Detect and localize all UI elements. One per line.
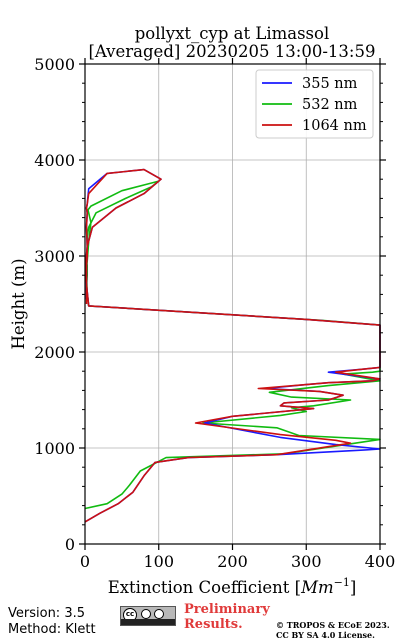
legend: 355 nm 532 nm 1064 nm <box>255 69 374 139</box>
chart-subtitle: [Averaged] 20230205 13:00-13:59 <box>89 42 376 61</box>
y-tick-label: 3000 <box>34 247 75 266</box>
cc-by-sa-logo: cc <box>120 606 176 626</box>
x-tick-label: 0 <box>80 552 90 571</box>
preliminary-results-note: Preliminary Results. <box>184 602 270 632</box>
by-icon <box>141 609 151 619</box>
y-tick-label: 4000 <box>34 151 75 170</box>
x-axis-label-main: Extinction Coefficient [ <box>108 578 301 597</box>
x-axis-label: Extinction Coefficient [Mm−1] <box>108 576 357 597</box>
legend-label: 1064 nm <box>302 118 367 134</box>
y-tick-label: 1000 <box>34 439 75 458</box>
legend-label: 532 nm <box>302 97 358 113</box>
x-tick-label: 400 <box>365 552 396 571</box>
x-axis-label-unit: Mm <box>300 578 334 597</box>
copyright-line-1: © TROPOS & ECoE 2023. <box>276 620 390 630</box>
y-tick-label: 0 <box>65 535 75 554</box>
method-text: Method: Klett <box>8 622 96 637</box>
x-tick-label: 100 <box>143 552 174 571</box>
copyright-note: © TROPOS & ECoE 2023. CC BY SA 4.0 Licen… <box>276 620 390 640</box>
y-tick-label: 2000 <box>34 343 75 362</box>
x-axis-label-exponent: −1 <box>334 576 350 589</box>
plot-frame <box>84 63 381 545</box>
version-text: Version: 3.5 <box>8 606 85 621</box>
preliminary-line-1: Preliminary <box>184 602 270 617</box>
y-tick-label: 5000 <box>34 55 75 74</box>
copyright-line-2: CC BY SA 4.0 License. <box>276 630 375 640</box>
chart-title: pollyxt_cyp at Limassol <box>135 24 330 43</box>
sa-icon <box>154 609 164 619</box>
preliminary-line-2: Results. <box>184 617 243 632</box>
legend-label: 355 nm <box>302 76 358 92</box>
legend-box <box>255 69 374 139</box>
series-line-1064-nm <box>84 168 381 523</box>
x-axis-label-close: ] <box>350 578 356 597</box>
footer-info: Version: 3.5 Method: Klett <box>8 606 96 638</box>
y-axis-label: Height (m) <box>9 258 28 349</box>
cc-band <box>121 619 175 625</box>
x-tick-label: 200 <box>217 552 248 571</box>
x-tick-label: 300 <box>291 552 322 571</box>
